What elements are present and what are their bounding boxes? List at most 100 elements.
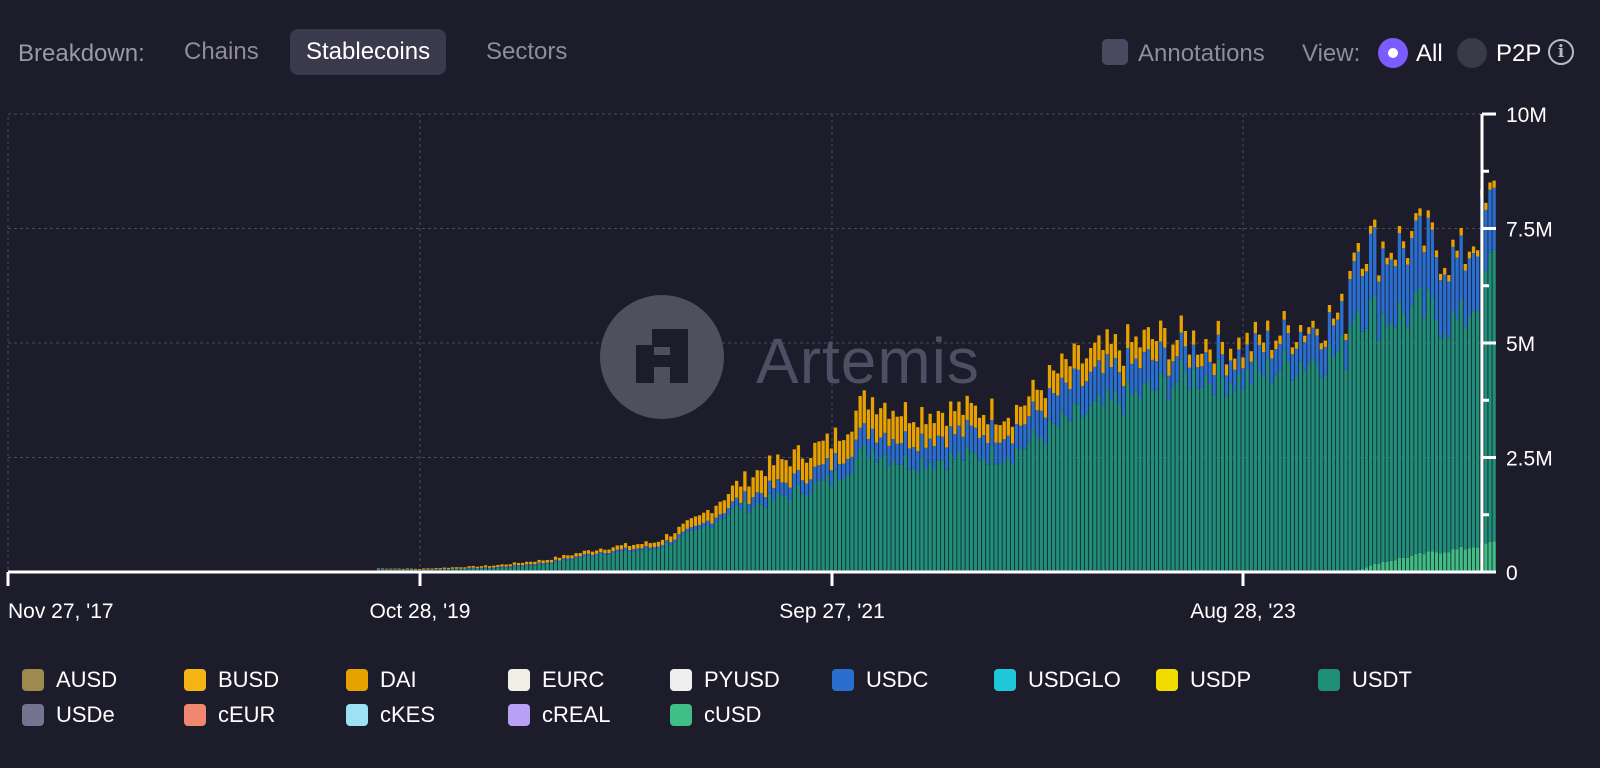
tab-stablecoins[interactable]: Stablecoins [290,29,447,75]
legend-item-eurc[interactable]: EURC [508,665,604,695]
legend-item-usdglo[interactable]: USDGLO [994,665,1121,695]
bar-segment-usdc [977,437,982,462]
bar-segment-dai [1138,347,1142,369]
bar-segment-usdt [1364,328,1369,568]
bar-segment-usdt [1249,384,1253,572]
legend-item-cusd[interactable]: cUSD [670,700,761,730]
bar-segment-cusd [1447,552,1451,572]
bar-segment-usdt [722,518,726,572]
bar-segment-dai [380,568,385,569]
bar-segment-dai [442,567,447,569]
bar-segment-dai [702,512,706,523]
bar-segment-usdt [1373,295,1377,564]
view-p2p-radio[interactable] [1457,38,1487,68]
bar-segment-usdc [459,568,463,570]
bar-segment-usdc [1035,410,1039,438]
bar-segment-usdt [1060,411,1064,572]
bar-segment-usdc [969,425,973,452]
bar-segment-usdc [1459,235,1463,301]
legend-item-pyusd[interactable]: PYUSD [670,665,780,695]
bar-segment-dai [1327,305,1332,313]
bar-segment-dai [1010,426,1015,444]
bar-segment-usdt [525,565,529,572]
x-tick-label: Nov 27, '17 [8,600,114,623]
bar-segment-dai [1385,257,1389,265]
bar-segment-dai [541,560,545,564]
bar-segment-dai [1393,259,1397,267]
bar-segment-usdc [566,558,570,560]
bar-segment-usdt [595,555,599,572]
annotations-checkbox[interactable] [1102,39,1128,65]
legend-item-usdp[interactable]: USDP [1156,665,1251,695]
info-icon[interactable]: i [1548,39,1574,65]
bar-segment-usdt [1130,395,1134,572]
bar-segment-usdc [1323,346,1327,376]
bar-segment-usdt [895,464,899,572]
bar-segment-usdt [912,468,916,572]
bar-segment-usdc [837,464,842,481]
bar-segment-dai [1360,268,1365,277]
bar-segment-usdt [1023,448,1027,572]
view-all-radio[interactable] [1378,38,1408,68]
bar-segment-dai [409,568,414,570]
bar-segment-dai [772,465,776,488]
bar-segment-usdc [677,534,681,538]
bar-segment-usdt [1298,361,1303,572]
bar-segment-usdc [973,427,978,453]
bar-segment-dai [677,526,681,535]
bar-segment-usdc [1368,233,1373,300]
legend-item-usde[interactable]: USDe [22,700,115,730]
bar-segment-usdt [1204,375,1208,572]
bar-segment-usdt [1191,368,1196,572]
bar-segment-usdc [1348,279,1352,327]
tab-sectors[interactable]: Sectors [486,38,568,65]
bar-segment-usdt [792,487,796,572]
bar-segment-dai [1319,343,1323,350]
bar-segment-usdc [936,435,941,460]
artemis-logo-icon [600,295,724,419]
legend-swatch [670,669,692,691]
bar-segment-usdt [1389,322,1393,561]
bar-segment-usdc [1422,252,1426,318]
bar-segment-dai [1072,343,1076,369]
legend-item-dai[interactable]: DAI [346,665,417,695]
bar-segment-usdc [1093,366,1097,401]
legend-item-ckes[interactable]: cKES [346,700,435,730]
bar-segment-usdc [1286,333,1290,362]
bar-segment-usdc [434,569,438,570]
bar-segment-dai [660,539,665,545]
bar-segment-usdc [1274,349,1278,376]
bar-segment-dai [1076,345,1080,370]
bar-segment-usdt [636,550,640,572]
bar-segment-usdt [541,564,545,572]
bar-segment-usdc [1447,281,1451,339]
x-tick-label: Oct 28, '19 [370,600,471,623]
legend-item-usdt[interactable]: USDT [1318,665,1412,695]
bar-segment-usdt [529,565,533,572]
bar-segment-usdt [615,551,619,572]
legend-item-creal[interactable]: cREAL [508,700,610,730]
bar-segment-usdc [1031,401,1035,431]
bar-segment-dai [932,423,936,447]
bar-segment-usdc [422,569,426,570]
bar-segment-dai [1323,340,1327,347]
bar-segment-dai [590,551,595,555]
legend-item-busd[interactable]: BUSD [184,665,279,695]
bar-segment-usdt [512,566,516,572]
bar-segment-dai [1216,320,1220,335]
bar-segment-usdc [759,493,763,505]
bar-segment-dai [1175,339,1179,357]
bar-segment-usdt [471,568,475,572]
bar-segment-dai [1027,396,1031,417]
bar-segment-usdt [545,564,549,572]
bar-segment-dai [1105,329,1109,355]
bar-segment-dai [1253,321,1257,334]
bar-segment-dai [459,567,463,569]
legend-item-usdc[interactable]: USDC [832,665,928,695]
bar-segment-dai [652,542,656,548]
bar-segment-usdt [557,562,562,572]
legend-item-ausd[interactable]: AUSD [22,665,117,695]
bar-segment-dai [1097,335,1101,361]
legend-item-ceur[interactable]: cEUR [184,700,275,730]
tab-chains[interactable]: Chains [184,38,259,65]
